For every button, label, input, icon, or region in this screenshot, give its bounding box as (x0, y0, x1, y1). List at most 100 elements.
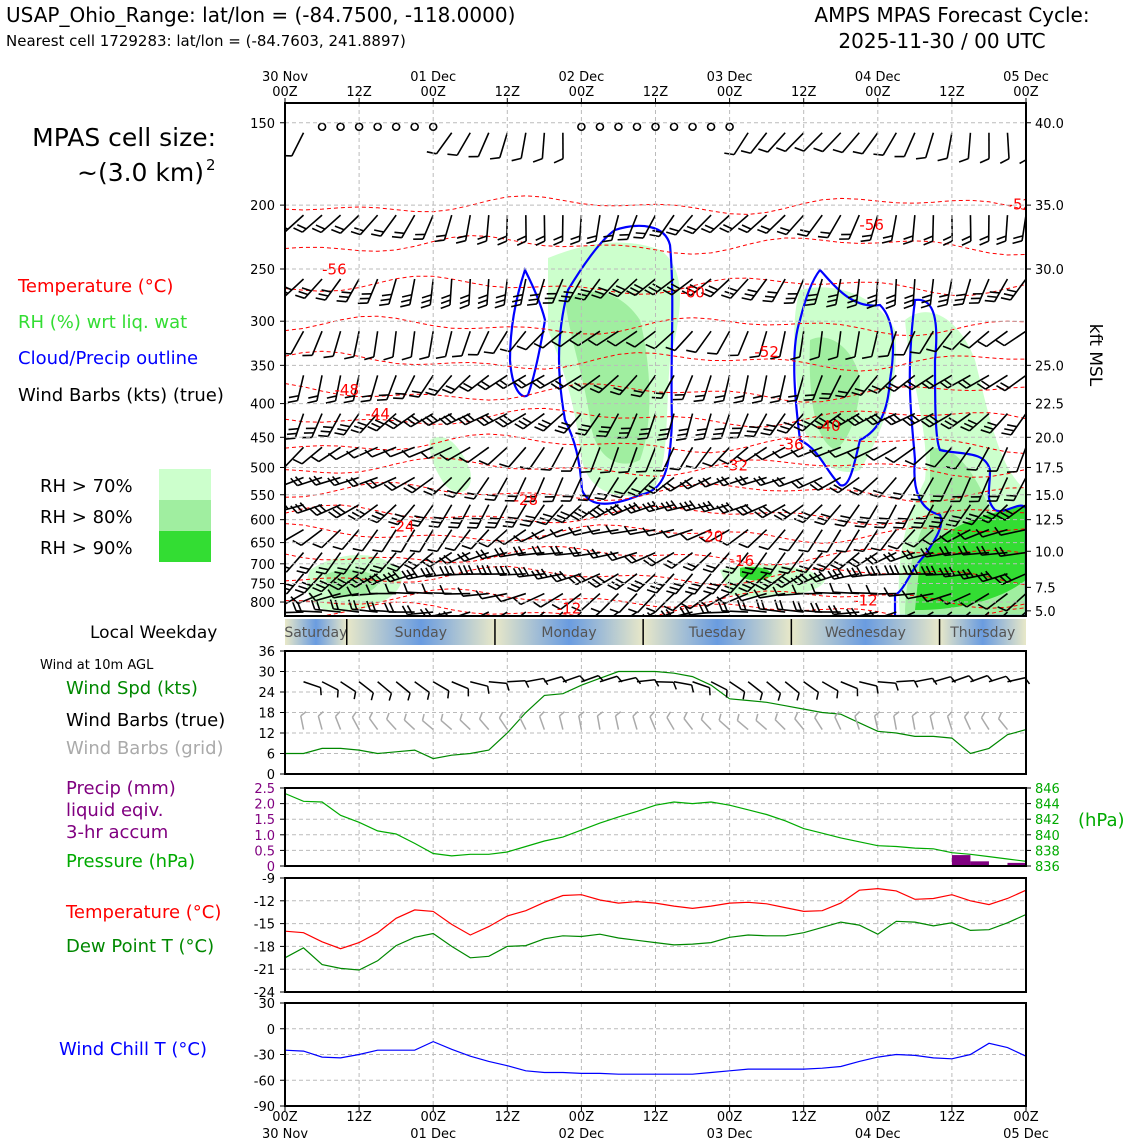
weekday-label: Tuesday (688, 625, 746, 641)
wind-barb (942, 215, 953, 246)
surface-wind-barb-grid (632, 711, 639, 730)
wind-barb (762, 278, 786, 303)
wind-barb (901, 590, 934, 600)
wind-barb (499, 330, 527, 353)
wind-barb (968, 477, 990, 503)
surface-wind-barb-grid (997, 712, 1009, 731)
calm-wind-circle (317, 122, 327, 132)
wind-barb (428, 504, 453, 528)
wind-barb (675, 413, 694, 442)
bottom-date-label: 02 Dec (558, 1127, 604, 1140)
panel-y-tick-label: 30 (258, 997, 275, 1012)
wind-barb (797, 214, 823, 237)
temperature-contour (285, 235, 1026, 256)
surface-wind-barb-grid (440, 713, 453, 731)
panel-y-tick-label: 12 (258, 727, 275, 742)
surface-wind-barb-grid (854, 711, 861, 730)
wind-barb (467, 330, 490, 356)
surface-wind-barb-true (636, 678, 660, 687)
wind-barb (580, 447, 601, 474)
wind-barb (707, 330, 731, 355)
wind-barb (738, 573, 768, 593)
surface-wind-barb-true (414, 681, 430, 700)
wind-barb (945, 504, 972, 527)
wind-barb (919, 592, 953, 603)
wind-barb (524, 611, 545, 616)
wind-barb (832, 132, 860, 154)
wind-barb (352, 529, 379, 552)
rh80-swatch (159, 500, 211, 531)
wind-barb (864, 551, 897, 565)
surface-wind-barb-true (488, 681, 510, 691)
weekday-segment (939, 619, 1026, 645)
wind-barb (960, 412, 990, 432)
pressure-right-tick-label: 842 (1035, 813, 1060, 828)
wind-barb (601, 214, 620, 243)
wind-barb (401, 331, 416, 361)
wind-barb (494, 547, 526, 558)
panel-y-tick-label: 2.0 (254, 798, 275, 813)
wind-barb (968, 278, 990, 304)
panel-frame (284, 650, 1027, 775)
wind-barb (493, 592, 527, 603)
surface-wind-barb-true (618, 676, 642, 685)
cloud-outline-2 (557, 224, 674, 505)
wind-barb (772, 446, 805, 459)
legend-wind-speed: Wind Spd (kts) (66, 678, 198, 699)
wind-barb (533, 330, 564, 349)
wind-barb (959, 330, 990, 349)
wind-barb (865, 446, 897, 461)
wind-barb (861, 331, 879, 360)
kft-tick-label: 10.0 (1035, 545, 1064, 560)
wind-barb (1006, 447, 1026, 473)
wind-barb (1005, 611, 1026, 616)
wind-barb (459, 374, 490, 392)
pressure-tick-label: 200 (250, 199, 275, 214)
wind-barb (724, 132, 749, 156)
wind-barb (285, 330, 305, 355)
wind-barb (285, 500, 304, 513)
wind-barb (531, 528, 564, 540)
legend-barbs-true: Wind Barbs (true) (66, 710, 225, 731)
wind-barb (549, 545, 582, 556)
wind-barb (346, 446, 378, 459)
rh70-region-6 (429, 436, 471, 493)
wind-barb (439, 584, 471, 595)
wind-barb (803, 375, 823, 402)
temperature-contour-label: -16 (730, 552, 755, 570)
weekday-label: Saturday (284, 625, 347, 641)
panel-y-tick-label: -90 (254, 1100, 275, 1115)
surface-wind-barb-true (859, 681, 879, 694)
wind-barb (717, 601, 749, 613)
wind-barb (402, 582, 434, 595)
wind-barb (327, 475, 360, 487)
wind-barb (448, 504, 471, 529)
wind-barb (979, 132, 990, 164)
wind-barb (409, 529, 434, 553)
wind-barb (845, 331, 861, 361)
wind-barb (344, 331, 360, 360)
surface-wind-barb-grid (578, 711, 585, 730)
wind-barb (778, 552, 805, 575)
bottom-hour-label: 12Z (791, 1110, 817, 1125)
wind-barb (536, 504, 564, 526)
wind-barb (476, 564, 508, 576)
windchill-panel: -90 -60 -30 0 30 (254, 997, 1027, 1115)
wind-barb (293, 214, 323, 233)
wind-barb (753, 475, 786, 487)
wind-barb (942, 330, 971, 351)
wind-barb (560, 477, 583, 502)
wind-barb (893, 504, 916, 529)
wind-barb (653, 446, 675, 472)
temperature-contour (285, 350, 1026, 372)
top-hour-label: 12Z (791, 85, 817, 100)
wind-barb (408, 504, 434, 527)
surface-wind-barb-grid (558, 711, 566, 730)
wind-barb (697, 476, 730, 488)
wind-barb (734, 475, 767, 486)
wind-barb (940, 412, 971, 430)
wind-barb (315, 552, 342, 575)
weekday-segment (285, 619, 347, 645)
wind-barb (384, 583, 415, 595)
